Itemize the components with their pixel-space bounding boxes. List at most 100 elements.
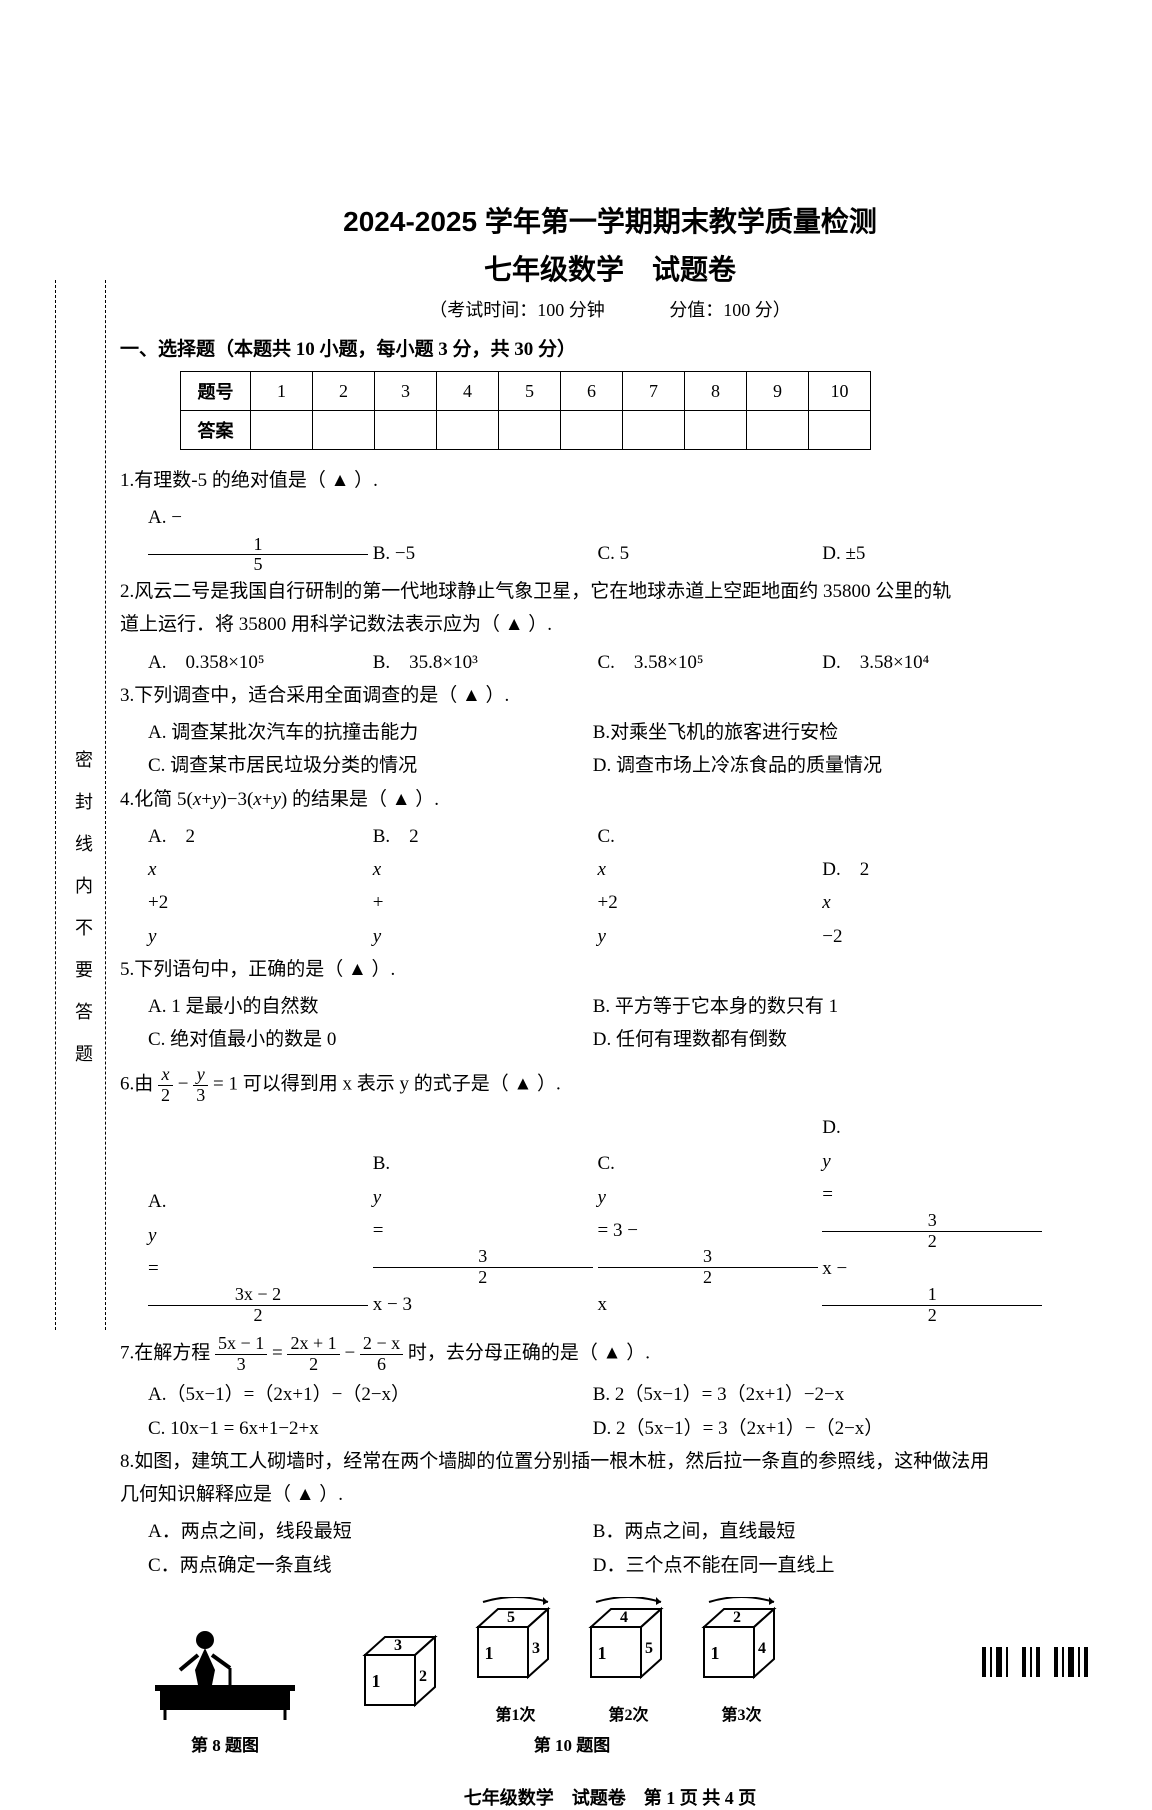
cube-row: 3 1 2 5 1 3 第1 xyxy=(360,1597,784,1725)
opt-c: C. 3.58×10⁵ xyxy=(598,646,818,679)
fig8-caption: 第 8 题图 xyxy=(150,1731,300,1756)
opt-a: A. 1 是最小的自然数 xyxy=(148,990,588,1023)
answer-cell xyxy=(499,411,561,450)
opt-c: C．两点确定一条直线 xyxy=(148,1549,588,1582)
opt-d: D. ±5 xyxy=(822,537,1042,570)
opt-b: B．两点之间，直线最短 xyxy=(593,1515,1033,1548)
opt-b: B. y = 32x − 3 xyxy=(373,1147,593,1321)
opt-c: C. y = 3 − 32x xyxy=(598,1147,818,1321)
opt-a: A. 调查某批次汽车的抗撞击能力 xyxy=(148,716,588,749)
q4-options: A. 2x+2y B. 2x+y C. x+2y D. 2x−2 xyxy=(148,820,1100,953)
section-1-header: 一、选择题（本题共 10 小题，每小题 3 分，共 30 分） xyxy=(120,334,1100,361)
opt-a: A. y = 3x − 22 xyxy=(148,1185,368,1325)
cube-label: 第2次 xyxy=(586,1701,671,1725)
svg-text:5: 5 xyxy=(507,1609,515,1626)
exam-info: （考试时间：100 分钟 分值：100 分） xyxy=(120,296,1100,322)
answer-cell xyxy=(313,411,375,450)
binding-margin: 密封线内不要答题 xyxy=(20,280,110,1330)
answer-cell xyxy=(685,411,747,450)
fig10-caption: 第 10 题图 xyxy=(360,1731,784,1756)
opt-c: C. 10x−1 = 6x+1−2+x xyxy=(148,1412,588,1445)
cube-icon: 4 1 5 xyxy=(586,1597,671,1692)
svg-text:1: 1 xyxy=(485,1643,494,1663)
page-content: 2024-2025 学年第一学期期末教学质量检测 七年级数学 试题卷 （考试时间… xyxy=(120,200,1100,1810)
q6-options: A. y = 3x − 22 B. y = 32x − 3 C. y = 3 −… xyxy=(148,1111,1100,1325)
cube-3: 2 1 4 第3次 xyxy=(699,1597,784,1725)
figure-8: 第 8 题图 xyxy=(150,1620,300,1756)
opt-b: B. 35.8×10³ xyxy=(373,646,593,679)
exam-time: （考试时间：100 分钟 xyxy=(429,300,605,320)
opt-d: D. y = 32x − 12 xyxy=(822,1111,1042,1325)
dashed-line xyxy=(105,280,106,1330)
q3-options: A. 调查某批次汽车的抗撞击能力 B.对乘坐飞机的旅客进行安检 C. 调查某市居… xyxy=(148,716,1100,783)
opt-c: C. x+2y xyxy=(598,820,818,953)
svg-text:4: 4 xyxy=(620,1609,628,1626)
q1-stem: 1.有理数-5 的绝对值是（ ▲ ）. xyxy=(120,464,1100,497)
opt-d: D. 任何有理数都有倒数 xyxy=(593,1023,1033,1056)
col-num: 10 xyxy=(809,372,871,411)
q2-options: A. 0.358×10⁵ B. 35.8×10³ C. 3.58×10⁵ D. … xyxy=(148,646,1100,679)
opt-d: D. 3.58×10⁴ xyxy=(822,646,1042,679)
cube-icon: 5 1 3 xyxy=(473,1597,558,1692)
answer-cell xyxy=(437,411,499,450)
opt-b: B.对乘坐飞机的旅客进行安检 xyxy=(593,716,1033,749)
svg-text:1: 1 xyxy=(711,1643,720,1663)
opt-c: C. 5 xyxy=(598,537,818,570)
opt-b: B. 平方等于它本身的数只有 1 xyxy=(593,990,1033,1023)
opt-a: A. 0.358×10⁵ xyxy=(148,646,368,679)
cube-2: 4 1 5 第2次 xyxy=(586,1597,671,1725)
col-num: 2 xyxy=(313,372,375,411)
svg-text:1: 1 xyxy=(372,1671,381,1691)
dashed-line xyxy=(55,280,56,1330)
svg-text:1: 1 xyxy=(598,1643,607,1663)
opt-d: D. 2（5x−1）= 3（2x+1）−（2−x） xyxy=(593,1412,1033,1445)
opt-a: A.（5x−1）=（2x+1）−（2−x） xyxy=(148,1378,588,1411)
exam-score: 分值：100 分） xyxy=(669,300,791,320)
opt-d: D. 调查市场上冷冻食品的质量情况 xyxy=(593,749,1033,782)
opt-a: A．两点之间，线段最短 xyxy=(148,1515,588,1548)
answer-cell xyxy=(375,411,437,450)
svg-text:3: 3 xyxy=(532,1640,540,1657)
col-num: 7 xyxy=(623,372,685,411)
q8-stem: 8.如图，建筑工人砌墙时，经常在两个墙脚的位置分别插一根木桩，然后拉一条直的参照… xyxy=(120,1445,1100,1512)
opt-a: A. −15 xyxy=(148,501,368,575)
opt-c: C. 调查某市居民垃圾分类的情况 xyxy=(148,749,588,782)
svg-text:2: 2 xyxy=(733,1609,741,1626)
cube-icon: 2 1 4 xyxy=(699,1597,784,1692)
svg-text:5: 5 xyxy=(645,1640,653,1657)
answer-cell xyxy=(747,411,809,450)
cube-0: 3 1 2 xyxy=(360,1625,445,1725)
q8-options: A．两点之间，线段最短 B．两点之间，直线最短 C．两点确定一条直线 D．三个点… xyxy=(148,1515,1100,1582)
q7-options: A.（5x−1）=（2x+1）−（2−x） B. 2（5x−1）= 3（2x+1… xyxy=(148,1378,1100,1445)
answer-table: 题号 1 2 3 4 5 6 7 8 9 10 答案 xyxy=(180,371,871,450)
opt-d: D．三个点不能在同一直线上 xyxy=(593,1549,1033,1582)
col-num: 3 xyxy=(375,372,437,411)
col-num: 9 xyxy=(747,372,809,411)
col-num: 4 xyxy=(437,372,499,411)
q5-options: A. 1 是最小的自然数 B. 平方等于它本身的数只有 1 C. 绝对值最小的数… xyxy=(148,990,1100,1057)
cube-icon: 3 1 2 xyxy=(360,1625,445,1720)
q1-options: A. −15 B. −5 C. 5 D. ±5 xyxy=(148,501,1100,575)
cube-1: 5 1 3 第1次 xyxy=(473,1597,558,1725)
q6-stem: 6.由 x2 − y3 = 1 可以得到用 x 表示 y 的式子是（ ▲ ）. xyxy=(120,1065,1100,1106)
q7-stem: 7.在解方程 5x − 13 = 2x + 12 − 2 − x6 时，去分母正… xyxy=(120,1334,1100,1375)
title-main: 2024-2025 学年第一学期期末教学质量检测 xyxy=(120,200,1100,240)
q4-stem: 4.化简 5(x+y)−3(x+y) 的结果是（ ▲ ）. xyxy=(120,783,1100,816)
opt-a: A. 2x+2y xyxy=(148,820,368,953)
answer-cell xyxy=(809,411,871,450)
opt-b: B. −5 xyxy=(373,537,593,570)
col-num: 5 xyxy=(499,372,561,411)
opt-b: B. 2（5x−1）= 3（2x+1）−2−x xyxy=(593,1378,1033,1411)
col-num: 6 xyxy=(561,372,623,411)
row-label: 题号 xyxy=(181,372,251,411)
q2-stem: 2.风云二号是我国自行研制的第一代地球静止气象卫星，它在地球赤道上空距地面约 3… xyxy=(120,575,1100,642)
cube-label: 第3次 xyxy=(699,1701,784,1725)
table-row: 题号 1 2 3 4 5 6 7 8 9 10 xyxy=(181,372,871,411)
svg-text:2: 2 xyxy=(419,1668,427,1685)
q5-stem: 5.下列语句中，正确的是（ ▲ ）. xyxy=(120,953,1100,986)
opt-d: D. 2x−2 xyxy=(822,853,1042,953)
opt-c: C. 绝对值最小的数是 0 xyxy=(148,1023,588,1056)
answer-cell xyxy=(623,411,685,450)
opt-b: B. 2x+y xyxy=(373,820,593,953)
answer-cell xyxy=(561,411,623,450)
